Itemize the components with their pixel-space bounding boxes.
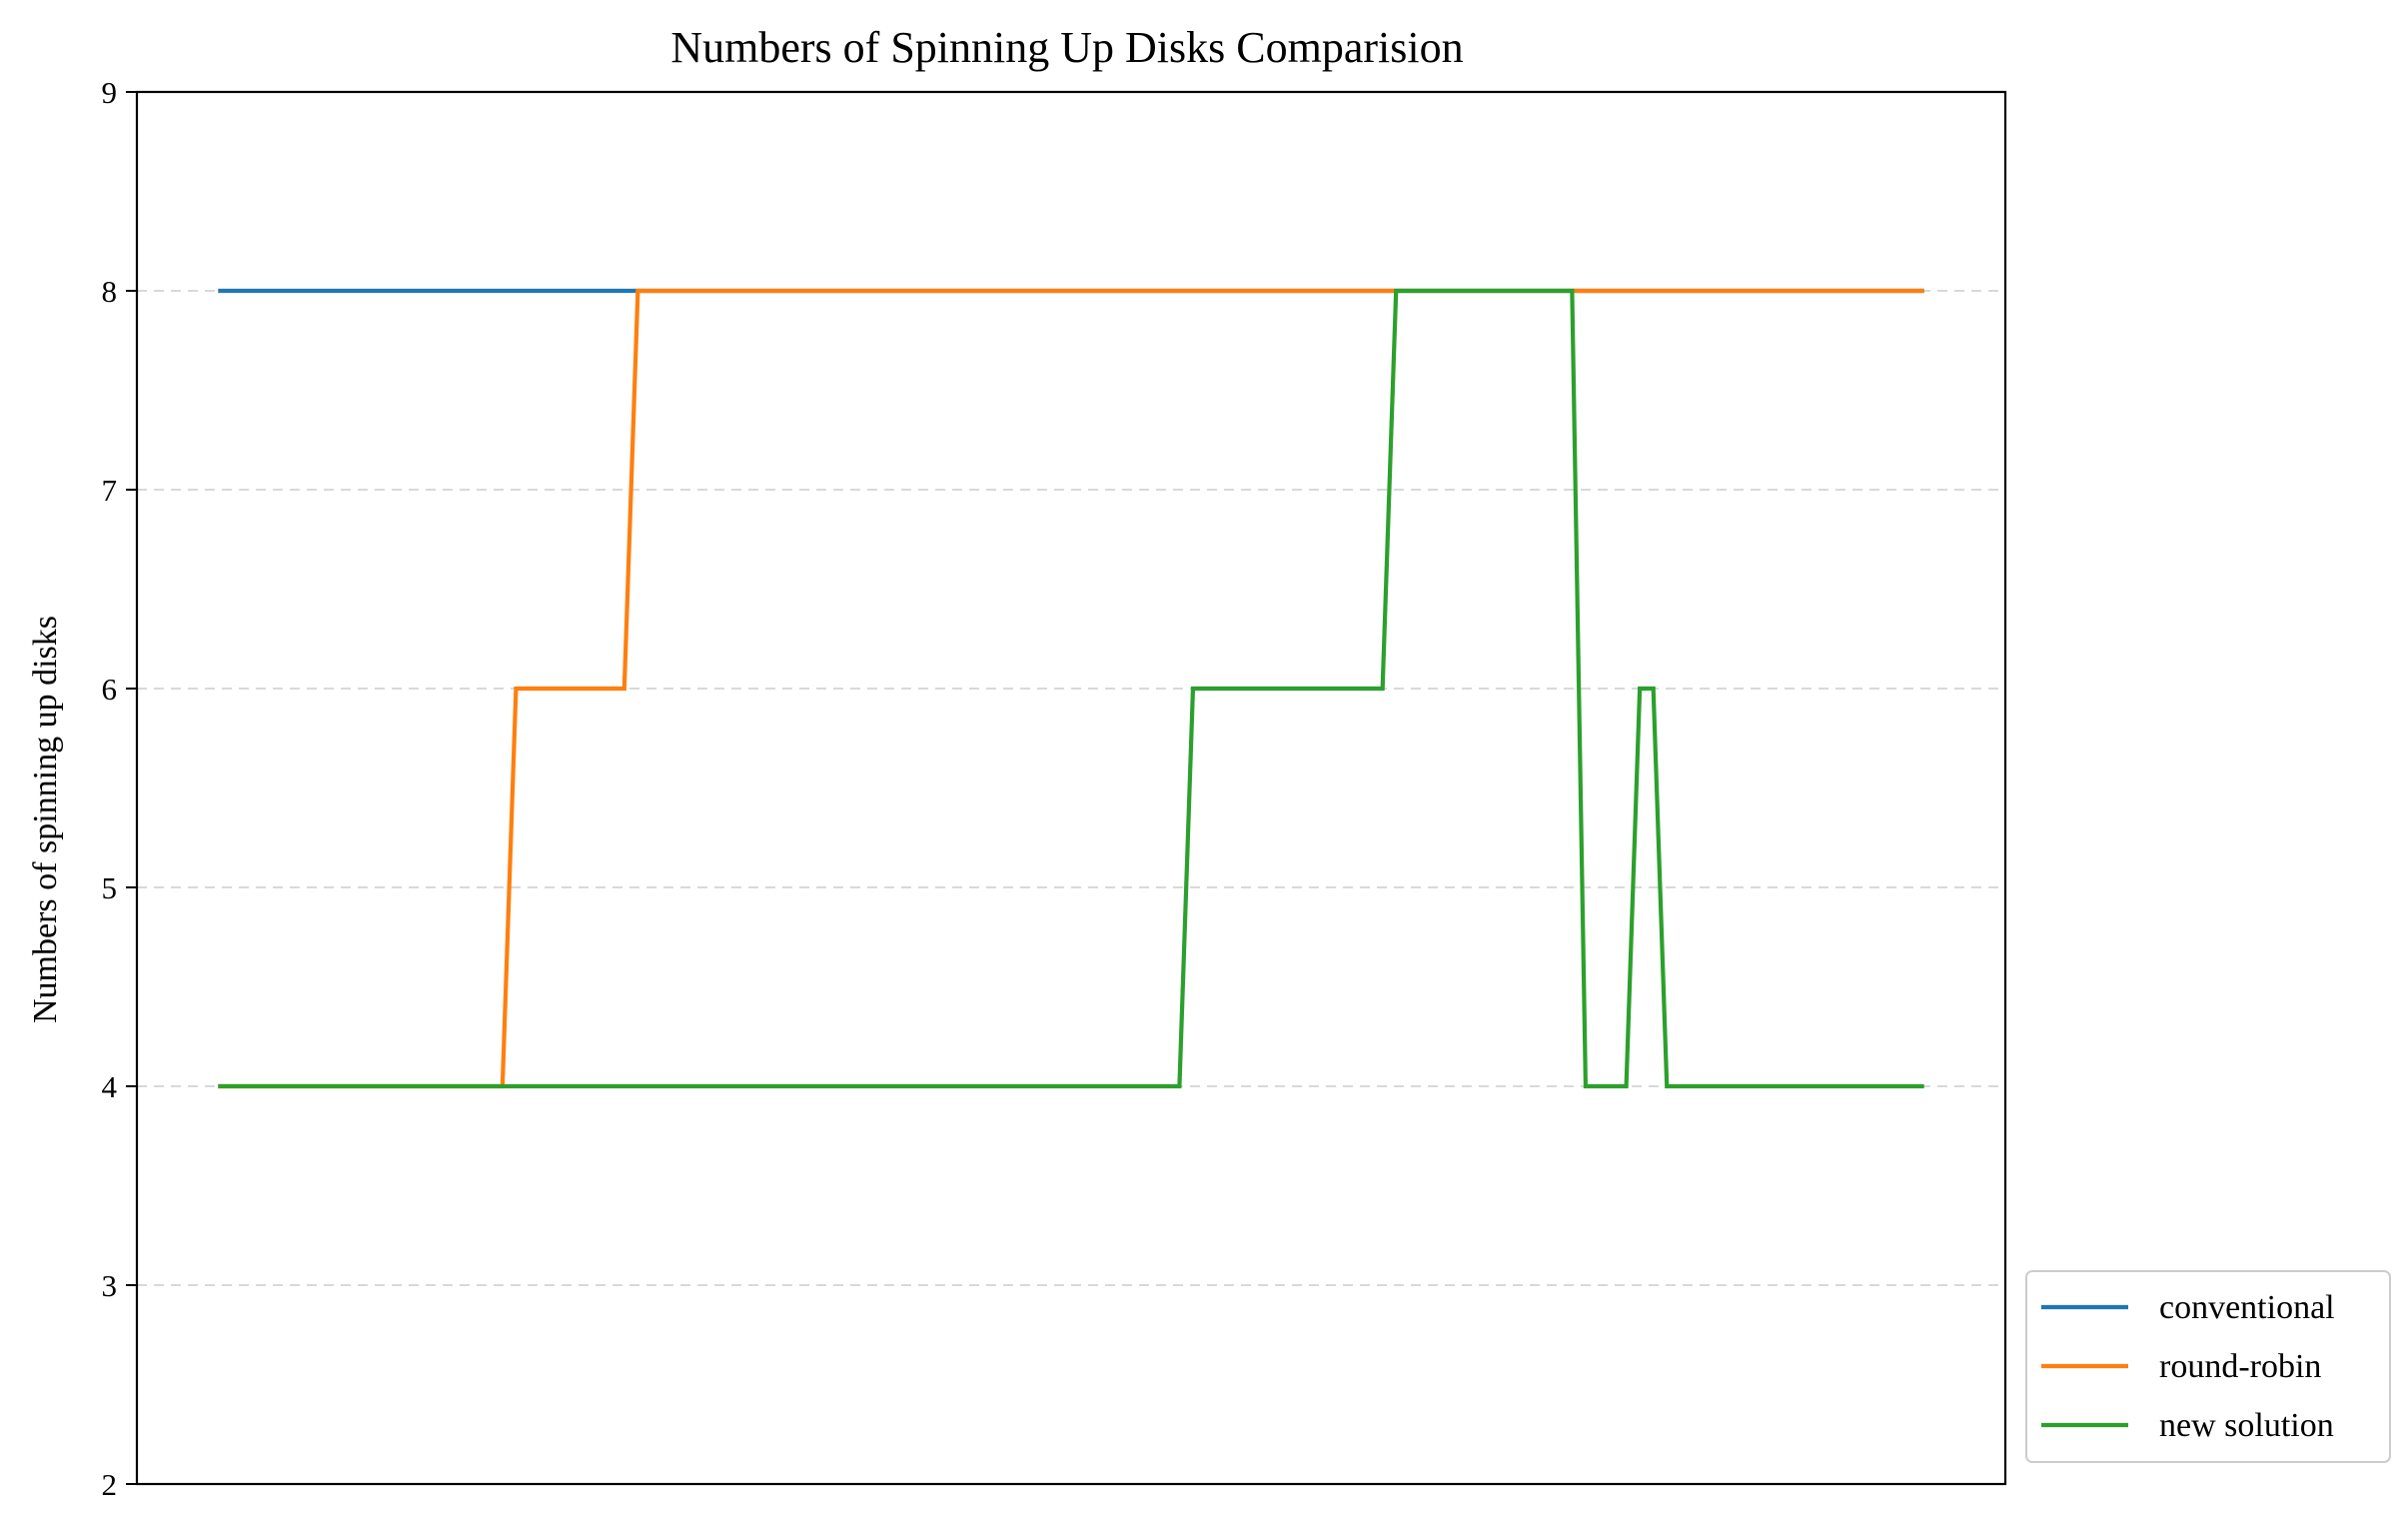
y-tick-label: 7 [102, 473, 118, 508]
y-tick-label: 4 [102, 1069, 118, 1104]
y-tick-label: 3 [102, 1268, 118, 1303]
legend-label-round-robin: round-robin [2159, 1348, 2321, 1385]
chart-title: Numbers of Spinning Up Disks Comparision [670, 23, 1463, 72]
y-tick-label: 8 [102, 274, 118, 309]
legend-box [2025, 1270, 2391, 1463]
plot-area-frame [135, 90, 2007, 1486]
y-tick-label: 5 [102, 870, 118, 905]
y-axis-label: Numbers of spinning up disks [27, 616, 64, 1023]
y-tick-label: 6 [102, 672, 118, 707]
y-tick-label: 2 [102, 1467, 118, 1502]
y-axis-ticks: 2 3 4 5 6 7 8 9 [102, 75, 137, 1502]
chart-legend: conventional round-robin new solution [2025, 1270, 2391, 1463]
legend-label-conventional: conventional [2159, 1289, 2335, 1326]
plot-series [218, 288, 1924, 1089]
legend-label-new-solution: new solution [2159, 1407, 2334, 1444]
series-line-new-solution [218, 288, 1924, 1089]
y-tick-label: 9 [102, 75, 118, 110]
